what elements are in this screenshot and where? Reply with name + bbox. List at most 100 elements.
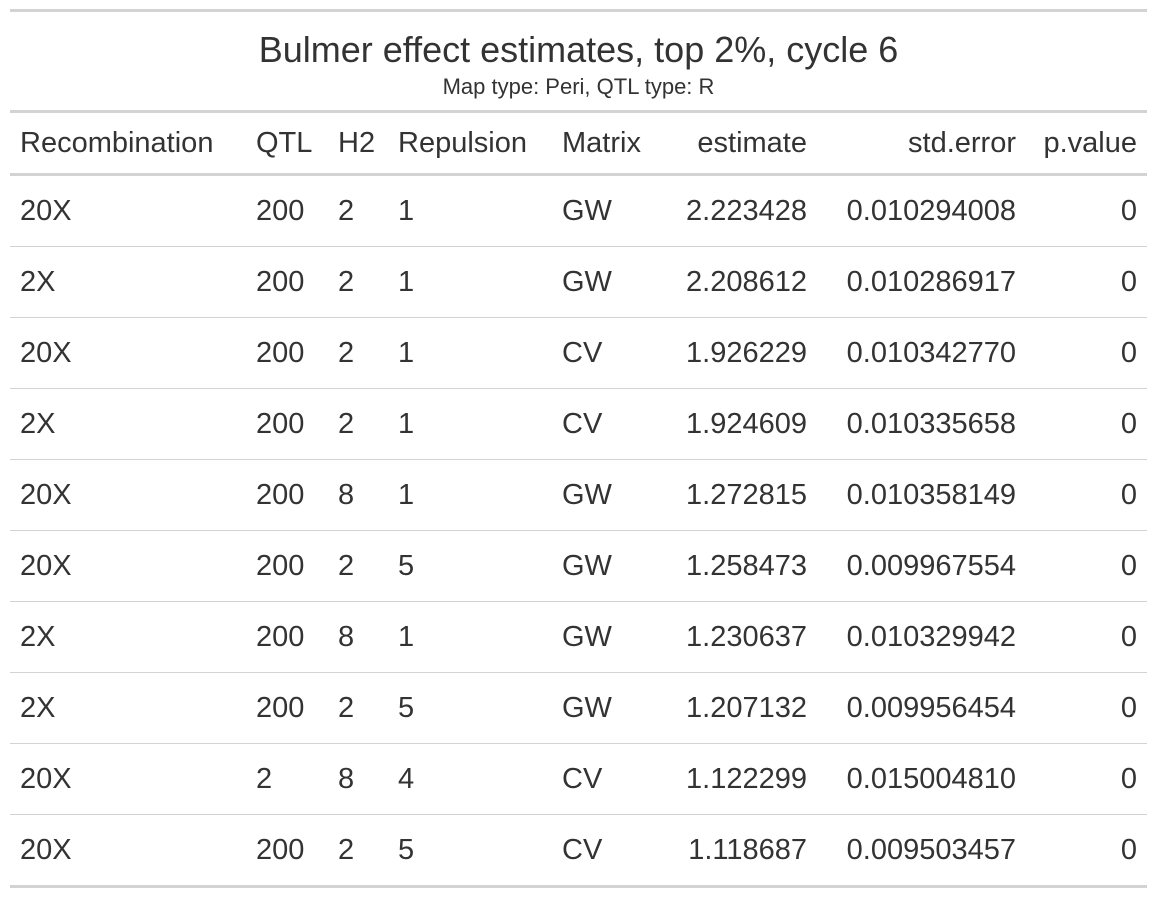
cell-estimate: 2.208612 — [663, 246, 817, 318]
cell-repulsion: 5 — [388, 530, 552, 602]
cell-matrix: GW — [552, 672, 663, 744]
cell-recombination: 20X — [10, 530, 246, 602]
column-header-estimate: estimate — [663, 111, 817, 176]
cell-qtl: 200 — [246, 601, 328, 673]
cell-repulsion: 1 — [388, 317, 552, 389]
cell-p-value: 0 — [1026, 388, 1147, 460]
cell-recombination: 20X — [10, 317, 246, 389]
table-row: 2X 200 2 5 GW 1.207132 0.009956454 0 — [10, 672, 1147, 744]
cell-p-value: 0 — [1026, 530, 1147, 602]
cell-estimate: 1.926229 — [663, 317, 817, 389]
cell-repulsion: 1 — [388, 459, 552, 531]
cell-estimate: 1.122299 — [663, 743, 817, 815]
table-title: Bulmer effect estimates, top 2%, cycle 6 — [258, 29, 899, 70]
cell-qtl: 200 — [246, 814, 328, 887]
cell-recombination: 20X — [20, 194, 72, 227]
cell-matrix: GW — [552, 246, 663, 318]
cell-recombination: 2X — [10, 246, 246, 318]
cell-h2: 2 — [328, 388, 388, 460]
cell-h2: 2 — [338, 194, 355, 227]
cell-h2: 2 — [328, 246, 388, 318]
cell-p-value: 0 — [1026, 743, 1147, 815]
cell-recombination: 20X — [10, 814, 246, 887]
cell-std-error: 0.009956454 — [817, 672, 1026, 744]
results-table-container: Bulmer effect estimates, top 2%, cycle 6… — [10, 9, 1147, 888]
cell-std-error: 0.009967554 — [817, 530, 1026, 602]
cell-repulsion: 5 — [388, 814, 552, 887]
cell-estimate: 1.230637 — [663, 601, 817, 673]
cell-matrix: GW — [552, 459, 663, 531]
cell-p-value: 0 — [1026, 459, 1147, 531]
column-header-matrix: Matrix — [552, 111, 663, 176]
table-row: 20X 200 2 5 CV 1.118687 0.009503457 0 — [10, 814, 1147, 887]
table-row: 2X 200 8 1 GW 1.230637 0.010329942 0 — [10, 601, 1147, 673]
cell-repulsion: 5 — [388, 672, 552, 744]
cell-qtl: 200 — [246, 388, 328, 460]
cell-h2: 8 — [328, 459, 388, 531]
cell-p-value: 0 — [1026, 814, 1147, 887]
cell-p-value: 0 — [1026, 601, 1147, 673]
cell-estimate: 1.272815 — [663, 459, 817, 531]
top-rule — [10, 9, 1147, 12]
cell-recombination: 2X — [10, 672, 246, 744]
table-row: 2X 200 2 1 CV 1.924609 0.010335658 0 — [10, 388, 1147, 460]
cell-matrix: CV — [552, 388, 663, 460]
cell-qtl: 200 — [246, 317, 328, 389]
cell-estimate: 2.223428 — [686, 194, 807, 227]
cell-recombination: 2X — [10, 601, 246, 673]
cell-repulsion: 4 — [388, 743, 552, 815]
table-body: 20X 200 2 1 GW 2.223428 0.010294008 0 2X 200 2 1 GW 2… — [10, 175, 1147, 887]
column-header-recombination: Recombination — [10, 111, 246, 176]
cell-matrix: CV — [552, 814, 663, 887]
table-header: Recombination QTL H2 Repulsion Matrix estimat… — [10, 111, 1147, 176]
cell-matrix: GW — [562, 194, 612, 227]
table-row: 20X 200 2 5 GW 1.258473 0.009967554 0 — [10, 530, 1147, 602]
cell-recombination: 20X — [10, 743, 246, 815]
cell-std-error: 0.010342770 — [817, 317, 1026, 389]
cell-repulsion: 1 — [388, 601, 552, 673]
column-header-h2: H2 — [328, 111, 388, 176]
cell-h2: 2 — [328, 530, 388, 602]
column-header-qtl: QTL — [246, 111, 328, 176]
table-row: 20X 2 8 4 CV 1.122299 0.015004810 0 — [10, 743, 1147, 815]
cell-estimate: 1.258473 — [663, 530, 817, 602]
cell-std-error: 0.010294008 — [846, 194, 1016, 227]
cell-h2: 2 — [328, 672, 388, 744]
column-header-p-value: p.value — [1026, 111, 1147, 176]
cell-estimate: 1.924609 — [663, 388, 817, 460]
cell-std-error: 0.010335658 — [817, 388, 1026, 460]
cell-repulsion: 1 — [388, 246, 552, 318]
column-header-repulsion: Repulsion — [388, 111, 552, 176]
cell-std-error: 0.010358149 — [817, 459, 1026, 531]
cell-qtl: 200 — [246, 530, 328, 602]
column-header-std-error: std.error — [817, 111, 1026, 176]
cell-p-value: 0 — [1120, 194, 1137, 227]
table-row: 20X 200 8 1 GW 1.272815 0.010358149 0 — [10, 459, 1147, 531]
cell-estimate: 1.207132 — [663, 672, 817, 744]
cell-matrix: CV — [552, 317, 663, 389]
cell-std-error: 0.010329942 — [817, 601, 1026, 673]
cell-repulsion: 1 — [388, 388, 552, 460]
cell-std-error: 0.015004810 — [817, 743, 1026, 815]
cell-p-value: 0 — [1026, 246, 1147, 318]
cell-repulsion: 1 — [398, 194, 415, 227]
cell-qtl: 200 — [256, 194, 305, 227]
cell-p-value: 0 — [1026, 672, 1147, 744]
table-row: 20X 200 2 1 GW 2.223428 0.010294008 0 — [10, 175, 1147, 247]
cell-h2: 8 — [328, 743, 388, 815]
cell-qtl: 200 — [246, 246, 328, 318]
table-row: 20X 200 2 1 CV 1.926229 0.010342770 0 — [10, 317, 1147, 389]
results-table: Recombination QTL H2 Repulsion Matrix estimat… — [10, 110, 1147, 888]
cell-h2: 8 — [328, 601, 388, 673]
table-subtitle: Map type: Peri, QTL type: R — [442, 74, 715, 99]
header-row: Recombination QTL H2 Repulsion Matrix estimat… — [10, 111, 1147, 176]
cell-recombination: 20X — [10, 459, 246, 531]
cell-matrix: GW — [552, 530, 663, 602]
cell-matrix: CV — [552, 743, 663, 815]
table-row: 2X 200 2 1 GW 2.208612 0.010286917 0 — [10, 246, 1147, 318]
cell-qtl: 2 — [246, 743, 328, 815]
cell-h2: 2 — [328, 317, 388, 389]
cell-qtl: 200 — [246, 459, 328, 531]
cell-std-error: 0.009503457 — [817, 814, 1026, 887]
cell-matrix: GW — [552, 601, 663, 673]
